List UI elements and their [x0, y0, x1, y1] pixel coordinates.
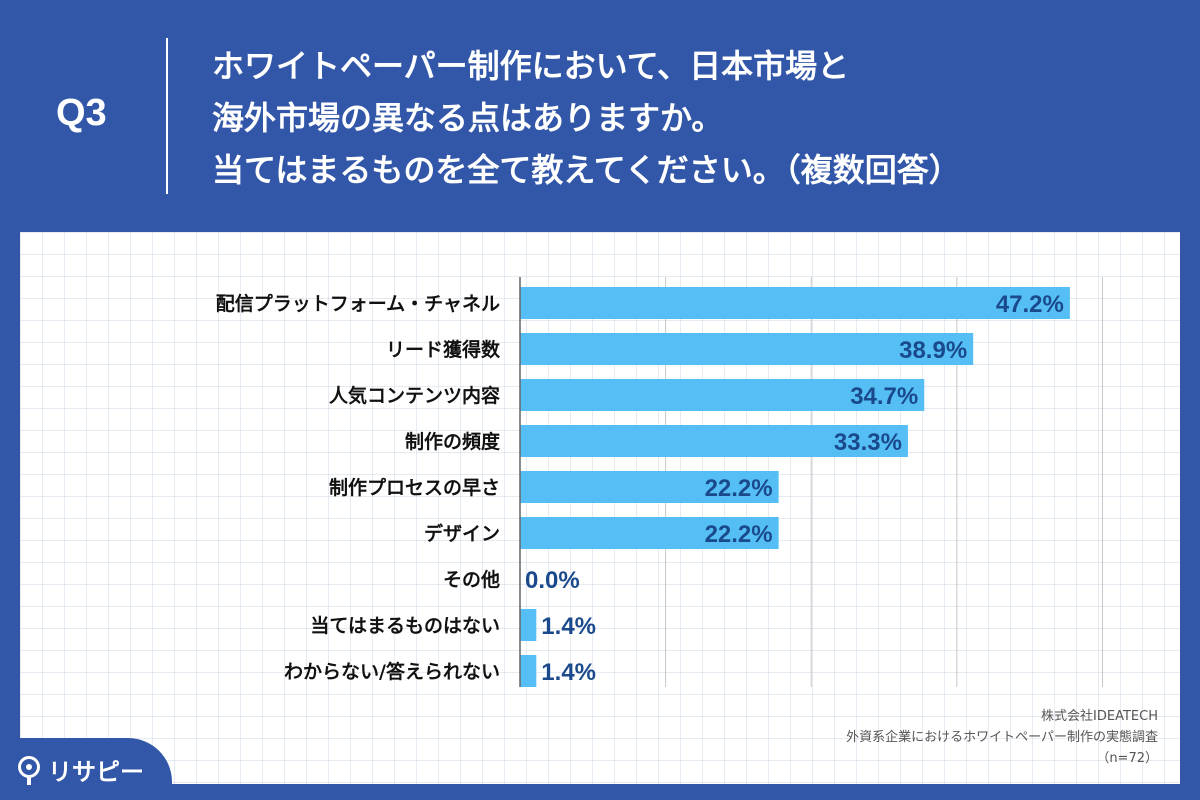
category-label: デザイン — [424, 522, 500, 545]
brand-logo: リサピー — [0, 738, 172, 800]
header: Q3 ホワイトペーパー制作において、日本市場と 海外市場の異なる点はありますか。… — [0, 0, 1200, 232]
value-label: 1.4% — [541, 659, 596, 686]
bar — [520, 287, 1070, 319]
bar — [520, 517, 779, 549]
value-label: 22.2% — [705, 475, 773, 502]
bar — [520, 425, 908, 457]
header-divider — [166, 38, 168, 194]
pin-icon — [18, 756, 40, 785]
brand-name: リサピー — [48, 758, 144, 786]
category-label: わからない/答えられない — [284, 660, 500, 683]
bar — [520, 471, 779, 503]
source-company: 株式会社IDEATECH — [1041, 709, 1158, 724]
question-number: Q3 — [56, 92, 107, 134]
value-label: 0.0% — [525, 567, 580, 594]
source-survey: 外資系企業におけるホワイトペーパー制作の実態調査 — [846, 730, 1158, 745]
source-sample: （n=72） — [1096, 751, 1158, 766]
category-label: 当てはまるものはない — [310, 614, 500, 637]
value-label: 1.4% — [541, 613, 596, 640]
question-line: ホワイトペーパー制作において、日本市場と — [212, 47, 850, 85]
value-label: 34.7% — [850, 383, 918, 410]
category-label: 制作の頻度 — [405, 430, 501, 453]
value-label: 33.3% — [834, 429, 902, 456]
question-line: 海外市場の異なる点はありますか。 — [212, 99, 724, 137]
bar — [520, 655, 537, 687]
category-label: その他 — [443, 568, 500, 591]
bar-chart: 配信プラットフォーム・チャネル 47.2% リード獲得数 38.9% 人気コンテンツ内容… — [216, 277, 1103, 687]
source-note: 株式会社IDEATECH 外資系企業におけるホワイトペーパー制作の実態調査 （n… — [846, 706, 1158, 769]
value-label: 38.9% — [899, 337, 967, 364]
category-label: リード獲得数 — [386, 338, 501, 361]
question-line: 当てはまるものを全て教えてください。（複数回答） — [212, 151, 961, 189]
category-label: 配信プラットフォーム・チャネル — [216, 292, 500, 315]
category-label: 制作プロセスの早さ — [329, 476, 500, 499]
bar — [520, 333, 974, 365]
value-label: 47.2% — [996, 291, 1064, 318]
bar — [520, 379, 925, 411]
question-text: ホワイトペーパー制作において、日本市場と 海外市場の異なる点はありますか。 当て… — [212, 40, 1172, 196]
value-label: 22.2% — [705, 521, 773, 548]
bar — [520, 609, 537, 641]
chart-panel: 配信プラットフォーム・チャネル 47.2% リード獲得数 38.9% 人気コンテンツ内容… — [20, 232, 1180, 784]
category-label: 人気コンテンツ内容 — [329, 384, 500, 407]
